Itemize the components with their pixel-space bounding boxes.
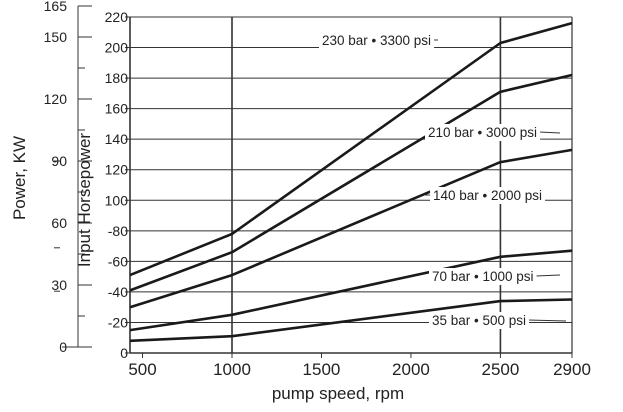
hp-tick-label: 120 xyxy=(105,162,129,178)
kw-tick-label: 120 xyxy=(44,91,68,107)
series-label-bg xyxy=(425,124,541,141)
series-label: 230 bar • 3300 psi xyxy=(322,33,431,48)
hp-tick-label: 100 xyxy=(105,192,129,208)
hp-tick-label: -80 xyxy=(108,223,128,239)
y-axis-title-hp: Input Horsepower xyxy=(75,133,94,268)
hp-tick-label: 140 xyxy=(105,131,129,147)
series-label-bg xyxy=(429,312,530,329)
series-line xyxy=(129,249,573,332)
hp-tick-label: -20 xyxy=(108,314,128,330)
x-tick-label: 2000 xyxy=(392,360,430,379)
series-label-bg xyxy=(429,268,537,285)
hp-axis: 0 -20 -40 -60 -80 100 120 140 160 180 200 220 xyxy=(105,9,130,361)
x-tick-label: 1000 xyxy=(213,360,251,379)
kw-tick-label: 30 xyxy=(51,277,67,293)
kw-tick-label: 60 xyxy=(51,215,67,231)
series-line xyxy=(129,21,573,277)
series-line xyxy=(129,298,573,343)
kw-tick-label: 165 xyxy=(44,0,68,14)
series-label-leader xyxy=(535,274,561,277)
hp-tick-label: 180 xyxy=(105,70,129,86)
hp-tick-label: -40 xyxy=(108,284,128,300)
hp-tick-label: 160 xyxy=(105,101,129,117)
series-label-leader xyxy=(528,319,567,322)
x-tick-label: 1500 xyxy=(303,360,341,379)
series-labels: 230 bar • 3300 psi 210 bar • 3000 psi 140 … xyxy=(319,32,567,329)
x-tick-label: 2500 xyxy=(482,360,520,379)
series-label-bg xyxy=(319,32,435,49)
x-tick-label: 500 xyxy=(128,360,156,379)
series-line xyxy=(129,148,573,309)
x-axis-title: pump speed, rpm xyxy=(272,384,404,403)
hp-tick-label: 220 xyxy=(105,9,129,25)
grid xyxy=(129,16,573,354)
hp-tick-label: 0 xyxy=(120,345,128,361)
y-axis-title-kw: Power, KW xyxy=(10,136,29,220)
kw-tick-label: 150 xyxy=(44,29,68,45)
series-label: 70 bar • 1000 psi xyxy=(432,269,534,284)
hp-tick-label: 200 xyxy=(105,40,129,56)
series-label: 210 bar • 3000 psi xyxy=(428,125,537,140)
series-label-bg xyxy=(430,187,546,204)
series-label: 140 bar • 2000 psi xyxy=(433,188,542,203)
series-label: 35 bar • 500 psi xyxy=(432,313,526,328)
series-lines xyxy=(129,21,573,343)
hp-tick-label: -60 xyxy=(108,253,128,269)
kw-tick-label: 0 xyxy=(59,339,67,355)
series-label-leader xyxy=(539,131,561,134)
x-axis: 500 1000 1500 2000 2500 2900 xyxy=(128,353,591,379)
x-tick-label: 2900 xyxy=(553,360,591,379)
series-line xyxy=(129,73,573,292)
